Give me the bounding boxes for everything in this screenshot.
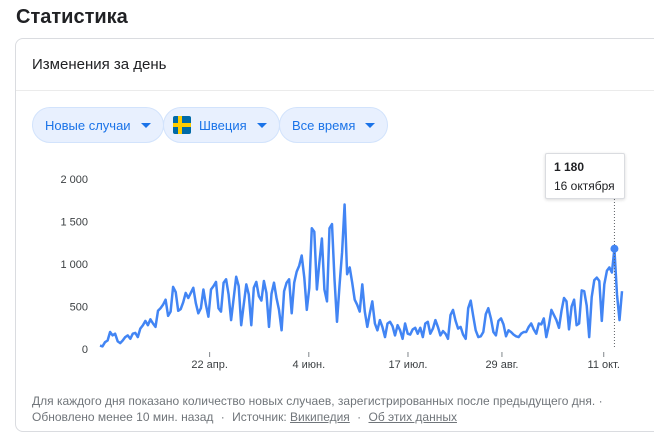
footer-meta: Обновлено менее 10 мин. назад · Источник… <box>32 409 603 425</box>
card-title: Изменения за день <box>32 56 167 73</box>
updated-text: Обновлено менее 10 мин. назад <box>32 410 214 424</box>
period-dropdown-label: Все время <box>292 117 356 133</box>
about-data-link[interactable]: Об этих данных <box>368 410 458 424</box>
chart-tooltip: 1 180 16 октября <box>545 153 625 199</box>
x-tick-label: 11 окт. <box>588 359 620 371</box>
dropdown-arrow-icon <box>256 122 267 128</box>
country-dropdown-label: Швеция <box>199 117 247 133</box>
source-label: Источник: <box>232 410 287 424</box>
footer-separator: · <box>357 410 362 424</box>
y-tick-label: 500 <box>70 302 88 314</box>
metric-dropdown-label: Новые случаи <box>45 117 131 133</box>
y-tick-label: 0 <box>82 344 88 356</box>
x-axis: 22 апр. 4 июн. 17 июл. 29 авг. 11 окт. <box>191 352 620 371</box>
footer-description: Для каждого дня показано количество новы… <box>32 394 603 408</box>
dropdown-arrow-icon <box>140 122 151 128</box>
tooltip-value: 1 180 <box>554 160 585 174</box>
sweden-flag-icon <box>173 116 191 134</box>
stats-card: Изменения за день Новые случаи Швеция Вс… <box>15 38 654 432</box>
tooltip-date: 16 октября <box>554 179 615 193</box>
y-tick-label: 1 000 <box>60 259 88 271</box>
highlight-point <box>610 244 619 253</box>
footer-separator: · <box>220 410 225 424</box>
x-tick-label: 29 авг. <box>485 359 518 371</box>
period-dropdown[interactable]: Все время <box>279 107 389 143</box>
x-tick-label: 17 июл. <box>389 359 428 371</box>
x-tick-label: 22 апр. <box>191 359 228 371</box>
chart-footer: Для каждого дня показано количество новы… <box>32 393 603 425</box>
dropdown-arrow-icon <box>365 122 376 128</box>
new-cases-line <box>99 203 624 348</box>
y-tick-label: 2 000 <box>60 174 88 186</box>
y-axis: 0 500 1 000 1 500 2 000 <box>60 174 88 356</box>
x-tick-label: 4 июн. <box>292 359 325 371</box>
divider <box>16 90 654 91</box>
y-tick-label: 1 500 <box>60 217 88 229</box>
source-link[interactable]: Википедия <box>290 410 350 424</box>
page-heading: Статистика <box>16 6 128 28</box>
